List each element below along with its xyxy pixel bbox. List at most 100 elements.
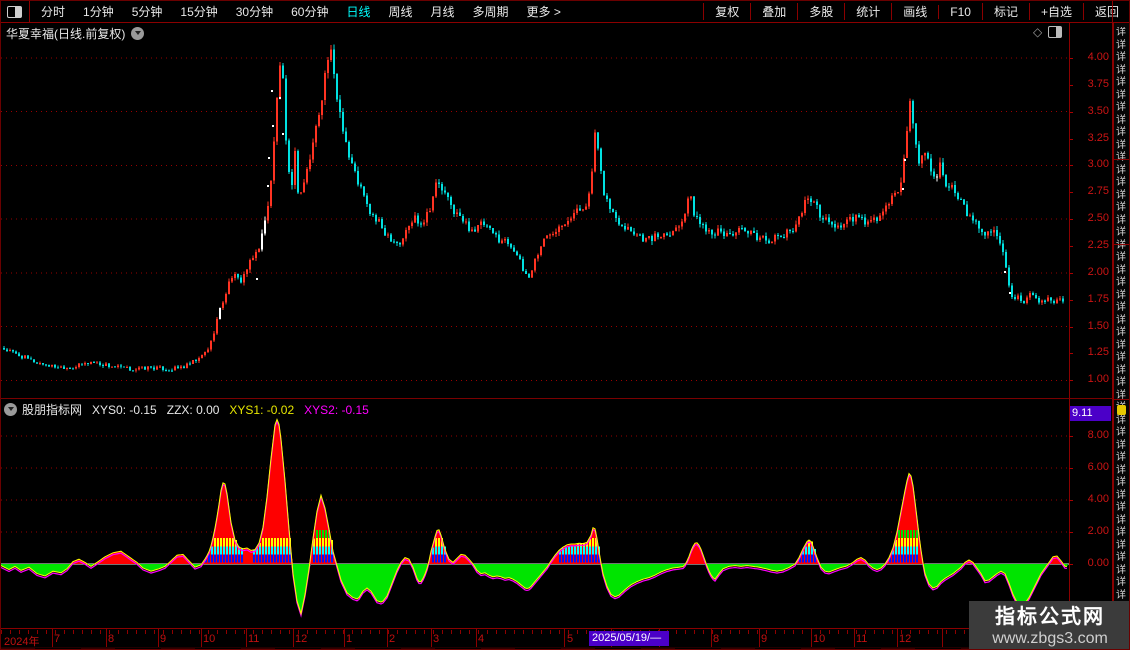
axis-border-left xyxy=(1069,23,1070,647)
month-label: 11 xyxy=(856,633,868,645)
month-label: 8 xyxy=(713,633,720,645)
indicator-field-XYS0: XYS0: -0.15 xyxy=(92,402,157,417)
price-tick xyxy=(1069,192,1073,194)
period-menu: 分时 1分钟 5分钟 15分钟 30分钟 60分钟 日线 周线 月线 多周期 更多 > xyxy=(1,1,570,22)
price-tick xyxy=(1069,165,1073,167)
toolbar-item-多周期[interactable]: 多周期 xyxy=(472,5,509,19)
indicator-header: 股朋指标网 XYS0: -0.15 ZZX: 0.00 XYS1: -0.02 XYS… xyxy=(4,401,379,418)
toolbar-item-叠加[interactable]: 叠加 xyxy=(750,3,797,20)
candlestick-chart[interactable] xyxy=(1,23,1069,398)
price-label: 2.75 xyxy=(1087,185,1109,198)
right-strip-divider xyxy=(1114,244,1129,245)
layout-panel-icon[interactable] xyxy=(7,5,22,18)
price-tick xyxy=(1069,84,1073,86)
indicator-label: 2.00 xyxy=(1087,525,1109,537)
indicator-chart[interactable] xyxy=(1,399,1069,628)
selected-date-badge: 2025/05/19/— xyxy=(589,631,669,646)
diamond-icon[interactable]: ◇ xyxy=(1033,25,1043,39)
price-label: 3.50 xyxy=(1087,104,1109,117)
indicator-field-XYS2: XYS2: -0.15 xyxy=(304,402,369,417)
maximize-panel-icon[interactable] xyxy=(1048,26,1063,38)
toolbar-item-15分钟[interactable]: 15分钟 xyxy=(180,5,218,19)
toolbar-item-周线[interactable]: 周线 xyxy=(388,5,413,19)
indicator-tick xyxy=(1069,500,1073,501)
toolbar-item-多股[interactable]: 多股 xyxy=(797,3,844,20)
month-separator xyxy=(52,629,53,648)
toolbar-item-5分钟[interactable]: 5分钟 xyxy=(131,5,163,19)
price-label: 3.75 xyxy=(1087,77,1109,90)
toolbar-divider xyxy=(29,1,30,22)
month-separator xyxy=(811,629,812,648)
toolbar-item-复权[interactable]: 复权 xyxy=(703,3,750,20)
price-label: 1.25 xyxy=(1087,346,1109,359)
date-axis: 2025/05/19/— 2024年7891011121234578910111… xyxy=(1,628,1069,648)
price-tick xyxy=(1069,272,1073,274)
month-label: 7 xyxy=(54,633,61,645)
toolbar-item-更多 >[interactable]: 更多 > xyxy=(526,5,561,19)
watermark: 指标公式网 www.zbgs3.com xyxy=(969,601,1129,649)
price-label: 3.00 xyxy=(1087,158,1109,171)
month-separator xyxy=(476,629,477,648)
month-label: 11 xyxy=(248,633,260,645)
tools-menu: 复权 叠加 多股 统计 画线 F10 标记 +自选 返回 xyxy=(703,1,1129,22)
month-separator xyxy=(387,629,388,648)
chart-title-row: 华夏幸福(日线.前复权) xyxy=(6,25,145,42)
month-label: 10 xyxy=(203,633,216,645)
toolbar-item-+自选[interactable]: +自选 xyxy=(1028,3,1083,20)
toolbar-item-日线[interactable]: 日线 xyxy=(346,5,371,19)
month-label: 12 xyxy=(295,633,308,645)
toolbar-item-返回[interactable]: 返回 xyxy=(1082,3,1129,20)
toolbar-item-月线[interactable]: 月线 xyxy=(430,5,455,19)
month-label: 3 xyxy=(433,633,440,645)
price-label: 2.00 xyxy=(1087,265,1109,278)
month-separator xyxy=(942,629,943,648)
price-tick xyxy=(1069,57,1073,59)
indicator-label: 8.00 xyxy=(1087,429,1109,441)
chart-corner-icons: ◇ xyxy=(1033,25,1063,39)
chevron-down-icon[interactable] xyxy=(131,27,145,40)
indicator-tick xyxy=(1069,564,1073,565)
month-label: 8 xyxy=(108,633,115,645)
toolbar-item-1分钟[interactable]: 1分钟 xyxy=(83,5,114,19)
bottom-cut-row xyxy=(1,647,1129,649)
indicator-tick xyxy=(1069,436,1073,437)
price-label: 4.00 xyxy=(1087,50,1109,63)
month-separator xyxy=(759,629,760,648)
indicator-label: 0.00 xyxy=(1087,557,1109,569)
indicator-name[interactable]: 股朋指标网 xyxy=(22,403,83,417)
month-label: 5 xyxy=(567,633,574,645)
price-label: 1.75 xyxy=(1087,292,1109,305)
price-tick xyxy=(1069,353,1073,355)
toolbar-item-F10[interactable]: F10 xyxy=(938,4,982,19)
toolbar-item-分时[interactable]: 分时 xyxy=(41,5,66,19)
price-tick xyxy=(1069,245,1073,247)
indicator-tick xyxy=(1069,468,1073,469)
price-tick xyxy=(1069,219,1073,221)
price-tick xyxy=(1069,380,1073,382)
month-separator xyxy=(431,629,432,648)
right-side-strip: 详 详 详 详 详 详 详 详 详 详 详 详 详 详 详 详 详 详 详 详 … xyxy=(1113,23,1129,649)
right-edge-clipped-text: 详 详 详 详 详 详 详 详 详 详 详 详 详 详 详 详 详 详 详 详 … xyxy=(1116,27,1126,601)
toolbar-item-60分钟[interactable]: 60分钟 xyxy=(291,5,329,19)
price-label: 2.50 xyxy=(1087,212,1109,225)
price-label: 3.25 xyxy=(1087,131,1109,144)
month-separator xyxy=(564,629,565,648)
price-label: 1.00 xyxy=(1087,373,1109,386)
price-tick xyxy=(1069,138,1073,140)
toolbar-item-统计[interactable]: 统计 xyxy=(844,3,891,20)
indicator-label: 6.00 xyxy=(1087,461,1109,473)
toolbar-item-30分钟[interactable]: 30分钟 xyxy=(235,5,274,19)
month-separator xyxy=(854,629,855,648)
yellow-marker-icon xyxy=(1117,405,1126,415)
watermark-title: 指标公式网 xyxy=(995,605,1105,628)
top-toolbar: 分时 1分钟 5分钟 15分钟 30分钟 60分钟 日线 周线 月线 多周期 更多 > 复权 叠加 多股… xyxy=(1,1,1129,23)
price-label: 1.50 xyxy=(1087,319,1109,332)
toolbar-item-画线[interactable]: 画线 xyxy=(891,3,938,20)
price-axis: 4.00 3.75 3.50 3.25 3.00 2.75 2.50 2.25 2.00 1.75… xyxy=(1069,23,1112,398)
price-tick xyxy=(1069,326,1073,328)
toolbar-item-标记[interactable]: 标记 xyxy=(981,3,1029,20)
chevron-down-icon[interactable] xyxy=(4,403,17,416)
date-axis-ticks xyxy=(1,630,1069,634)
month-label: 12 xyxy=(899,633,912,645)
